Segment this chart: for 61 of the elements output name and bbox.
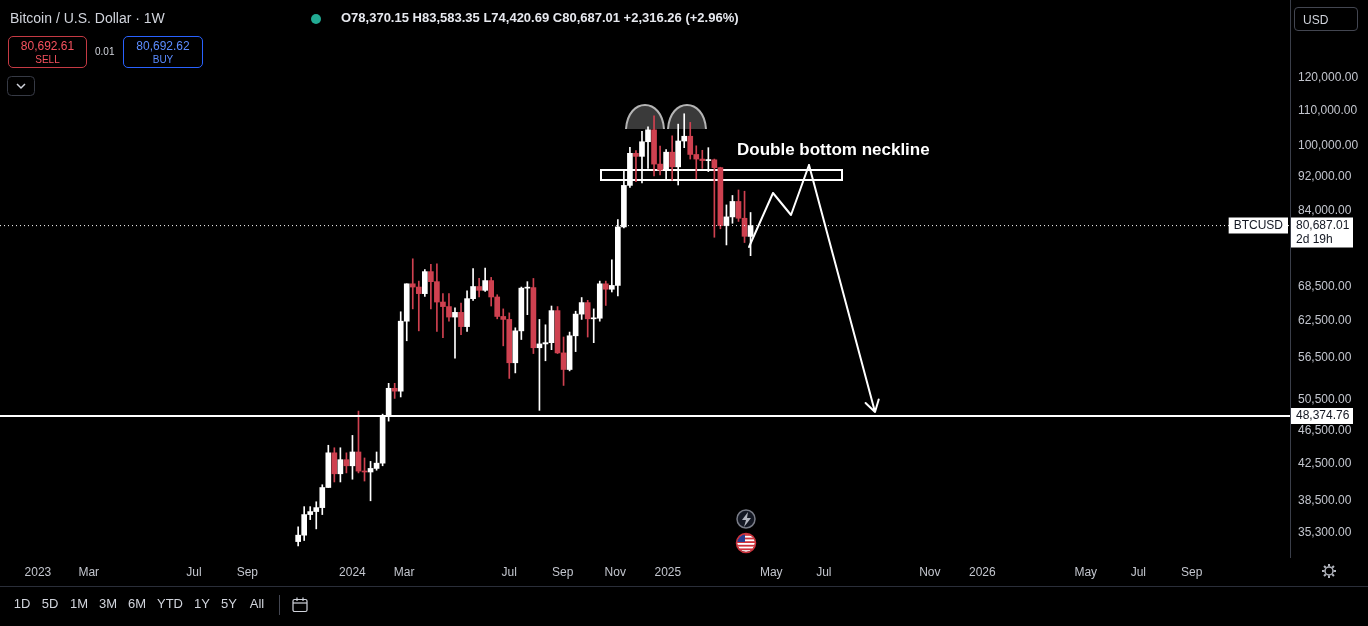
x-tick-label: Sep — [1181, 564, 1203, 579]
y-tick-label: 38,500.00 — [1298, 493, 1352, 508]
x-tick-label: Jul — [186, 564, 202, 579]
text: 2d 19h — [1296, 231, 1333, 246]
y-tick-label: 50,500.00 — [1298, 392, 1352, 407]
text: YTD — [157, 596, 183, 611]
annotation: BTCUSD — [1233, 217, 1284, 232]
candlestick — [409, 258, 416, 310]
y-tick-label: 120,000.00 — [1298, 70, 1359, 85]
x-tick-label: May — [759, 564, 783, 579]
y-tick-label: 84,000.00 — [1298, 202, 1352, 217]
y-tick-label: 62,500.00 — [1298, 312, 1352, 327]
candlestick — [699, 149, 706, 169]
candlestick — [415, 280, 422, 332]
x-tick-label: Sep — [236, 564, 259, 579]
text: O78,370.15 H83,583.35 L74,420.69 C80,687.01 +2,316.26 (+2.96%) — [341, 10, 739, 25]
x-tick-label: Mar — [393, 564, 415, 579]
text: 1D — [13, 596, 31, 611]
text: 3M — [98, 596, 118, 611]
y-tick-label: 42,500.00 — [1298, 456, 1352, 471]
x-tick-label: 2026 — [969, 564, 997, 579]
currency-dropdown: USD — [1294, 7, 1358, 31]
y-tick-label: 35,300.00 — [1298, 525, 1352, 540]
ref-line-label: 80,687.01 — [1296, 217, 1350, 232]
x-tick-label: Jul — [501, 564, 517, 579]
sell-button: 80,692.61 SELL — [8, 36, 87, 68]
text: 6M — [127, 596, 147, 611]
x-tick-label: Mar — [78, 564, 100, 579]
annotation: SELL — [34, 54, 61, 65]
candlestick — [452, 307, 458, 359]
annotation: BUY — [151, 54, 175, 65]
text: 1M — [69, 596, 89, 611]
buy-button: 80,692.62 BUY — [123, 36, 203, 68]
x-tick-label: Nov — [919, 564, 941, 579]
candlestick — [633, 150, 639, 183]
annotation: 0.01 — [95, 46, 115, 57]
x-tick-label: 2024 — [339, 564, 367, 579]
annotation: 80,692.61 — [19, 39, 76, 53]
x-tick-label: Jul — [816, 564, 832, 579]
x-tick-label: Nov — [604, 564, 626, 579]
candlestick — [657, 145, 663, 176]
text: 1Y — [194, 596, 210, 611]
y-tick-label: 100,000.00 — [1298, 138, 1359, 153]
text: 5D — [41, 596, 59, 611]
candlestick — [681, 113, 688, 148]
ref-line-label: 48,374.76 — [1296, 408, 1350, 423]
y-tick-label: 68,500.00 — [1298, 278, 1352, 293]
x-tick-label: 2025 — [654, 564, 682, 579]
y-tick-label: 110,000.00 — [1298, 102, 1358, 117]
y-tick-label: 92,000.00 — [1298, 169, 1352, 184]
text: Bitcoin / U.S. Dollar · 1W — [10, 10, 165, 26]
x-tick-label: Sep — [552, 564, 574, 579]
text: All — [249, 596, 265, 611]
annotation: 80,692.62 — [135, 39, 191, 53]
text: 5Y — [221, 596, 237, 611]
x-tick-label: 2023 — [24, 564, 52, 579]
y-tick-label: 46,500.00 — [1298, 422, 1352, 437]
x-tick-label: May — [1074, 564, 1098, 579]
x-tick-label: Jul — [1130, 564, 1147, 579]
y-tick-label: 56,500.00 — [1298, 350, 1352, 365]
annotation: Double bottom neckline — [737, 140, 930, 160]
